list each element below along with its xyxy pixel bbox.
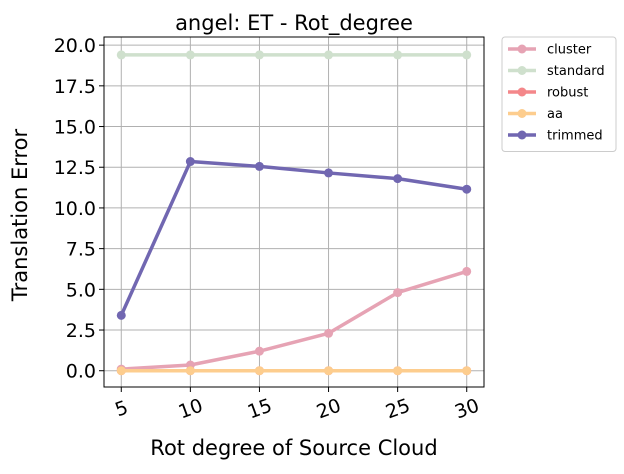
data-point-standard: [254, 50, 264, 60]
data-point-aa: [462, 366, 472, 376]
legend-label: aa: [547, 107, 563, 122]
data-point-cluster: [462, 266, 472, 276]
data-point-trimmed: [324, 168, 334, 178]
chart-title: angel: ET - Rot_degree: [175, 11, 413, 36]
data-point-aa: [393, 366, 403, 376]
y-axis-label: Translation Error: [8, 128, 32, 302]
legend-label: standard: [547, 64, 605, 79]
data-point-trimmed: [462, 184, 472, 194]
legend-label: cluster: [547, 43, 592, 58]
series-aa: [116, 366, 472, 376]
legend-marker: [517, 87, 527, 97]
legend-marker: [517, 109, 527, 118]
y-tick-label: 17.5: [54, 76, 96, 98]
y-tick-label: 5.0: [66, 279, 96, 301]
series-standard: [116, 50, 472, 60]
data-point-aa: [185, 366, 195, 376]
data-point-trimmed: [393, 174, 403, 184]
legend-marker: [517, 44, 527, 54]
data-point-standard: [324, 50, 334, 60]
data-point-trimmed: [116, 310, 126, 320]
y-tick-label: 20.0: [54, 35, 96, 57]
data-point-aa: [324, 366, 334, 376]
data-point-aa: [116, 366, 126, 376]
data-point-cluster: [254, 346, 264, 356]
data-point-aa: [254, 366, 264, 376]
legend-item-trimmed: trimmed: [508, 129, 603, 144]
data-point-standard: [116, 50, 126, 60]
y-tick-label: 10.0: [54, 198, 96, 220]
legend-marker: [517, 130, 527, 140]
y-tick-label: 2.5: [66, 320, 96, 342]
legend-item-aa: aa: [508, 107, 563, 122]
legend-box: [501, 36, 617, 152]
data-point-standard: [393, 50, 403, 60]
legend-item-standard: standard: [508, 64, 605, 79]
series-layer: [116, 50, 472, 376]
legend-label: robust: [547, 86, 588, 101]
data-point-cluster: [324, 328, 334, 338]
data-point-cluster: [393, 288, 403, 298]
data-point-standard: [462, 50, 472, 60]
series-line-cluster: [119, 269, 469, 371]
legend-marker: [517, 66, 527, 75]
y-tick-label: 12.5: [54, 157, 96, 179]
legend-item-cluster: cluster: [508, 43, 592, 58]
x-axis-label: Rot degree of Source Cloud: [150, 436, 437, 460]
series-trimmed: [116, 157, 472, 320]
legend-item-robust: robust: [508, 86, 588, 101]
legend: cluster standard robust aa trimmed: [501, 36, 617, 152]
legend-label: trimmed: [547, 129, 603, 144]
grid: [104, 37, 484, 387]
y-tick-label: 7.5: [66, 239, 96, 261]
data-point-trimmed: [254, 161, 264, 171]
data-point-trimmed: [185, 157, 195, 167]
y-tick-label: 15.0: [54, 117, 96, 139]
plot-frame: [103, 36, 485, 388]
data-point-standard: [185, 50, 195, 60]
series-line-trimmed: [119, 159, 469, 318]
y-tick-label: 0.0: [66, 361, 96, 383]
